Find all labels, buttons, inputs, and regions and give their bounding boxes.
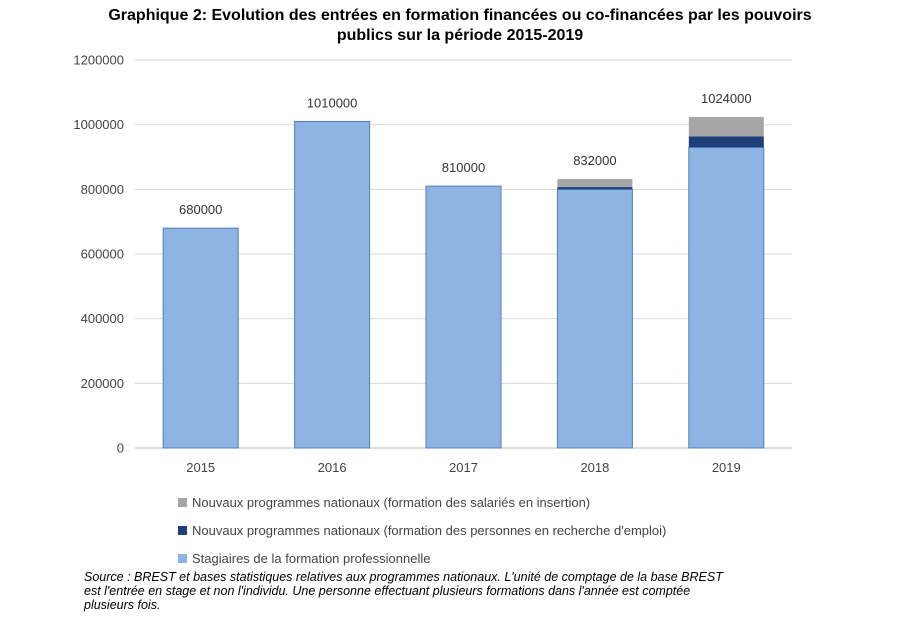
chart-title-line-2: publics sur la période 2015-2019 [336,27,584,44]
data-label: 1024000 [701,91,752,106]
bar-stagiaires [556,188,633,449]
y-tick-label: 200000 [81,376,124,391]
bar-stagiaires [425,185,502,449]
x-category-label: 2018 [580,460,609,475]
data-label: 810000 [442,160,485,175]
bar-stagiaires [688,146,765,449]
bar-stagiaires [162,227,239,449]
y-tick-label: 1000000 [73,117,124,132]
bar-salaries [688,116,764,137]
legend-item-stagiaires: Stagiaires de la formation professionnel… [178,544,666,572]
bar-recherche [557,187,633,190]
legend-label-stagiaires: Stagiaires de la formation professionnel… [192,550,431,566]
chart-title: Graphique 2: Evolution des entrées en fo… [60,6,860,46]
y-tick-label: 600000 [81,247,124,262]
x-category-label: 2019 [712,460,741,475]
legend-swatch-salaries [178,497,187,507]
data-label: 1010000 [307,95,358,110]
y-tick-label: 400000 [81,311,124,326]
y-tick-label: 0 [117,441,124,456]
x-category-label: 2017 [449,460,478,475]
source-note-line-1: Source : BREST et bases statistiques rel… [84,570,723,584]
x-category-label: 2015 [186,460,215,475]
legend-label-recherche: Nouvaux programmes nationaux (formation … [192,522,667,538]
source-note-line-2: est l'entrée en stage et non l'individu.… [84,584,691,598]
bar-stagiaires [294,120,371,449]
data-label: 680000 [179,202,222,217]
legend-swatch-stagiaires [178,553,187,563]
data-label: 832000 [573,153,616,168]
chart-legend: Nouvaux programmes nationaux (formation … [178,488,666,572]
legend-label-salaries: Nouvaux programmes nationaux (formation … [192,494,591,510]
source-note: Source : BREST et bases statistiques rel… [84,570,784,612]
legend-item-recherche: Nouvaux programmes nationaux (formation … [178,516,666,544]
source-note-line-3: plusieurs fois. [84,598,161,612]
bar-salaries [557,178,633,188]
x-category-label: 2016 [318,460,347,475]
y-tick-label: 800000 [81,182,124,197]
bar-recherche [688,136,764,148]
legend-item-salaries: Nouvaux programmes nationaux (formation … [178,488,666,516]
legend-swatch-recherche [178,525,187,535]
chart-title-line-1: Graphique 2: Evolution des entrées en fo… [108,7,812,24]
y-tick-label: 1200000 [73,53,124,68]
